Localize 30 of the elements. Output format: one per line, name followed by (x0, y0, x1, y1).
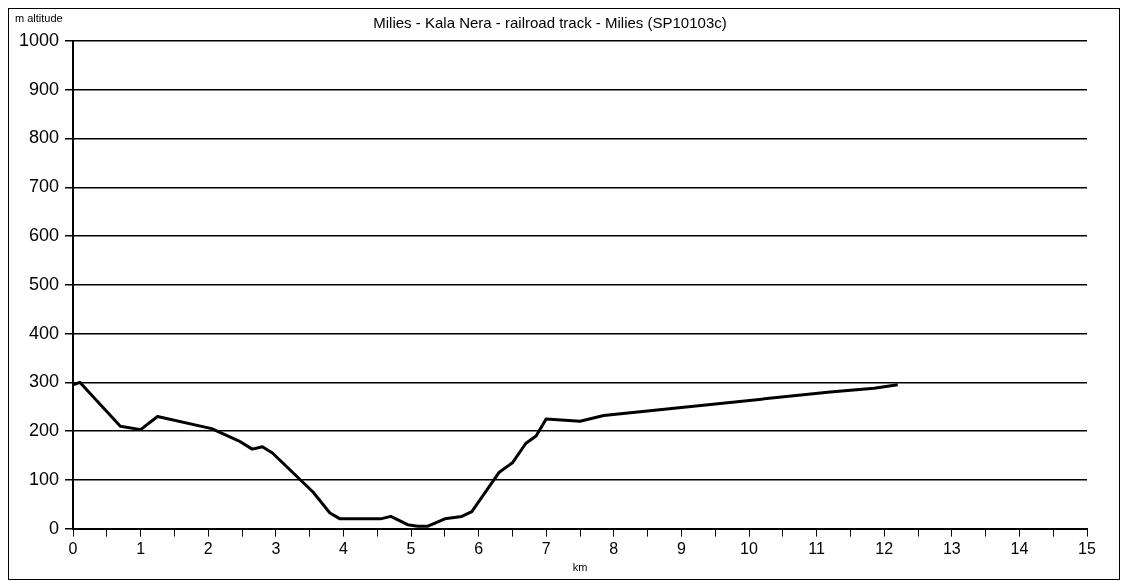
y-tick-label: 400 (29, 322, 60, 343)
x-tick-label: 14 (1010, 539, 1029, 557)
x-tick-label: 9 (676, 539, 686, 557)
x-tick-label: 10 (740, 539, 759, 557)
y-tick-label: 0 (49, 517, 60, 538)
y-tick-label: 600 (29, 225, 60, 246)
x-tick-label: 13 (942, 539, 961, 557)
y-tick-label: 100 (29, 468, 60, 489)
x-tick-label: 0 (68, 539, 78, 557)
y-tick-label: 300 (29, 371, 60, 392)
x-tick-label: 4 (338, 539, 348, 557)
x-axis-title: km (572, 561, 588, 574)
y-tick-label: 200 (29, 420, 60, 441)
y-axis-title: m altitude (15, 11, 63, 24)
y-tick-label: 500 (29, 273, 60, 294)
x-tick-label: 12 (875, 539, 894, 557)
x-tick-label: 2 (203, 539, 213, 557)
x-tick-label: 8 (609, 539, 619, 557)
x-tick-label: 6 (474, 539, 484, 557)
x-tick-label: 11 (808, 539, 826, 557)
x-tick-label: 1 (136, 539, 146, 557)
y-tick-label: 900 (29, 78, 60, 99)
y-tick-label: 700 (29, 176, 60, 197)
y-tick-label: 1000 (19, 29, 60, 50)
x-tick-label: 7 (541, 539, 551, 557)
chart-title: Milies - Kala Nera - railroad track - Milies (SP10103c) (373, 14, 727, 32)
x-tick-label: 15 (1078, 539, 1096, 557)
x-tick-label: 5 (406, 539, 416, 557)
x-tick-label: 3 (271, 539, 281, 557)
y-tick-label: 800 (29, 127, 60, 148)
